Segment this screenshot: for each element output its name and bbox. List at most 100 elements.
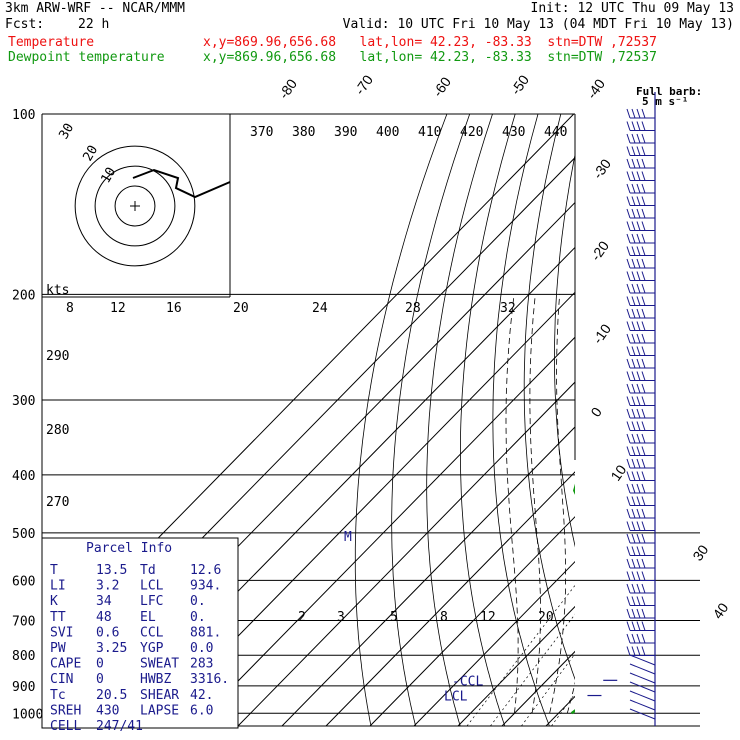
wind-barb-feather	[626, 446, 631, 456]
wind-barb-feather	[641, 508, 646, 519]
wind-barb-feather	[631, 108, 636, 119]
isotherm-label: -40	[583, 76, 608, 102]
wind-barb-feather	[641, 533, 646, 544]
wind-barb-feather	[626, 258, 631, 269]
hodograph-units: kts	[46, 283, 69, 298]
isotherm-label: 40	[709, 600, 731, 622]
mixing-ratio-line	[521, 653, 575, 726]
parcel-key: CCL	[140, 625, 164, 640]
wind-barb-feather	[626, 171, 631, 181]
dry-adiabat	[460, 114, 516, 726]
wind-barb-feather	[626, 346, 631, 356]
mixing-ratio-label: 32	[500, 301, 516, 316]
wind-barb-feather	[631, 283, 636, 294]
parcel-value: 42.	[190, 688, 213, 703]
isotherm-line	[237, 381, 575, 726]
wind-barb-feather	[641, 146, 646, 156]
wind-barb-feather	[641, 283, 646, 294]
wind-barb-feather	[626, 183, 631, 194]
wind-barb-feather	[636, 558, 641, 569]
wind-barb-feather	[641, 446, 646, 456]
wind-barb-feather	[641, 183, 646, 194]
wind-barb-feather	[641, 333, 646, 344]
wind-barb-feather	[641, 608, 646, 619]
wind-barb-feather	[641, 133, 646, 144]
isotherm-line	[369, 516, 575, 726]
wind-barb-feather	[626, 521, 631, 531]
wind-barb-feather	[626, 121, 631, 131]
wind-barb-feather	[641, 421, 646, 431]
wind-barb	[629, 663, 656, 675]
mixing-ratio-label: 2	[298, 610, 306, 625]
wind-barb-feather	[641, 246, 646, 256]
wind-barb-feather	[641, 583, 646, 594]
temperature-trace	[587, 114, 740, 713]
theta-side-label: 280	[46, 423, 69, 438]
wind-barb-feather	[626, 571, 631, 581]
wind-barb-feather	[641, 258, 646, 269]
hodograph-ring-label: 30	[56, 121, 77, 142]
barb-legend-units: 5 m s⁻¹	[642, 95, 688, 108]
mixing-ratio-line	[490, 613, 575, 726]
wind-barb-feather	[641, 346, 646, 356]
parcel-key: LAPSE	[140, 703, 179, 718]
mixing-ratio-label: 20	[233, 301, 249, 316]
wind-barb-feather	[631, 271, 636, 281]
parcel-key: SVI	[50, 625, 73, 640]
wind-barb-feather	[636, 208, 641, 219]
wind-barb-feather	[641, 308, 646, 319]
parcel-value: 48	[96, 610, 112, 625]
isotherm-line	[413, 560, 575, 726]
wind-barb-feather	[636, 271, 641, 281]
wind-barb-feather	[626, 246, 631, 256]
dry-adiabat	[717, 114, 740, 726]
mixing-ratio-label: 8	[440, 610, 448, 625]
valid-time: Valid: 10 UTC Fri 10 May 13 (04 MDT Fri …	[342, 17, 734, 32]
wind-barb-feather	[636, 446, 641, 456]
isotherm-label: -20	[587, 238, 612, 264]
theta-label: 430	[502, 125, 525, 140]
wind-barb-feather	[631, 296, 636, 306]
hodograph-ring	[114, 185, 156, 227]
wind-barb-feather	[636, 171, 641, 181]
wind-barb-feather	[641, 196, 646, 206]
wind-barb-feather	[631, 446, 636, 456]
wind-barb-feather	[631, 258, 636, 269]
parcel-info-box	[41, 537, 239, 729]
wind-barb-feather	[636, 396, 641, 406]
parcel-value: 0.	[190, 594, 206, 609]
isotherm-line	[281, 426, 575, 726]
wind-barb-feather	[626, 633, 631, 644]
isotherm-label: -70	[351, 72, 376, 98]
wind-barb-feather	[636, 521, 641, 531]
mixing-ratio-label: 16	[166, 301, 182, 316]
forecast-label: Fcst:	[5, 17, 45, 32]
wind-barb-feather	[631, 521, 636, 531]
isotherm-line	[149, 291, 575, 726]
wind-barb-feather	[631, 171, 636, 181]
parcel-value: 3316.	[190, 672, 229, 687]
wind-barb-feather	[641, 558, 646, 569]
dry-adiabat	[554, 152, 575, 548]
wind-barb-feather	[631, 383, 636, 394]
wind-barb-feather	[626, 458, 631, 469]
theta-label: 380	[292, 125, 315, 140]
wind-barb-feather	[636, 321, 641, 331]
wind-barb-feather	[626, 483, 631, 494]
wind-barb-feather	[636, 371, 641, 381]
wind-barb-feather	[641, 396, 646, 406]
wind-barb-feather	[636, 621, 641, 631]
wind-barb-feather	[641, 121, 646, 131]
mixing-ratio-label: 20	[538, 610, 554, 625]
parcel-key: YGP	[140, 641, 164, 656]
pressure-label: 700	[12, 614, 35, 629]
parcel-value: 0	[96, 672, 104, 687]
wind-barb-feather	[626, 283, 631, 294]
moist-adiabat	[585, 294, 627, 713]
moist-adiabat	[655, 294, 740, 713]
wind-barb-feather	[626, 471, 631, 481]
dry-adiabat	[612, 114, 728, 726]
temperature-location: x,y=869.96,656.68 lat,lon= 42.23, -83.33…	[203, 35, 657, 50]
theta-label: 420	[460, 125, 483, 140]
